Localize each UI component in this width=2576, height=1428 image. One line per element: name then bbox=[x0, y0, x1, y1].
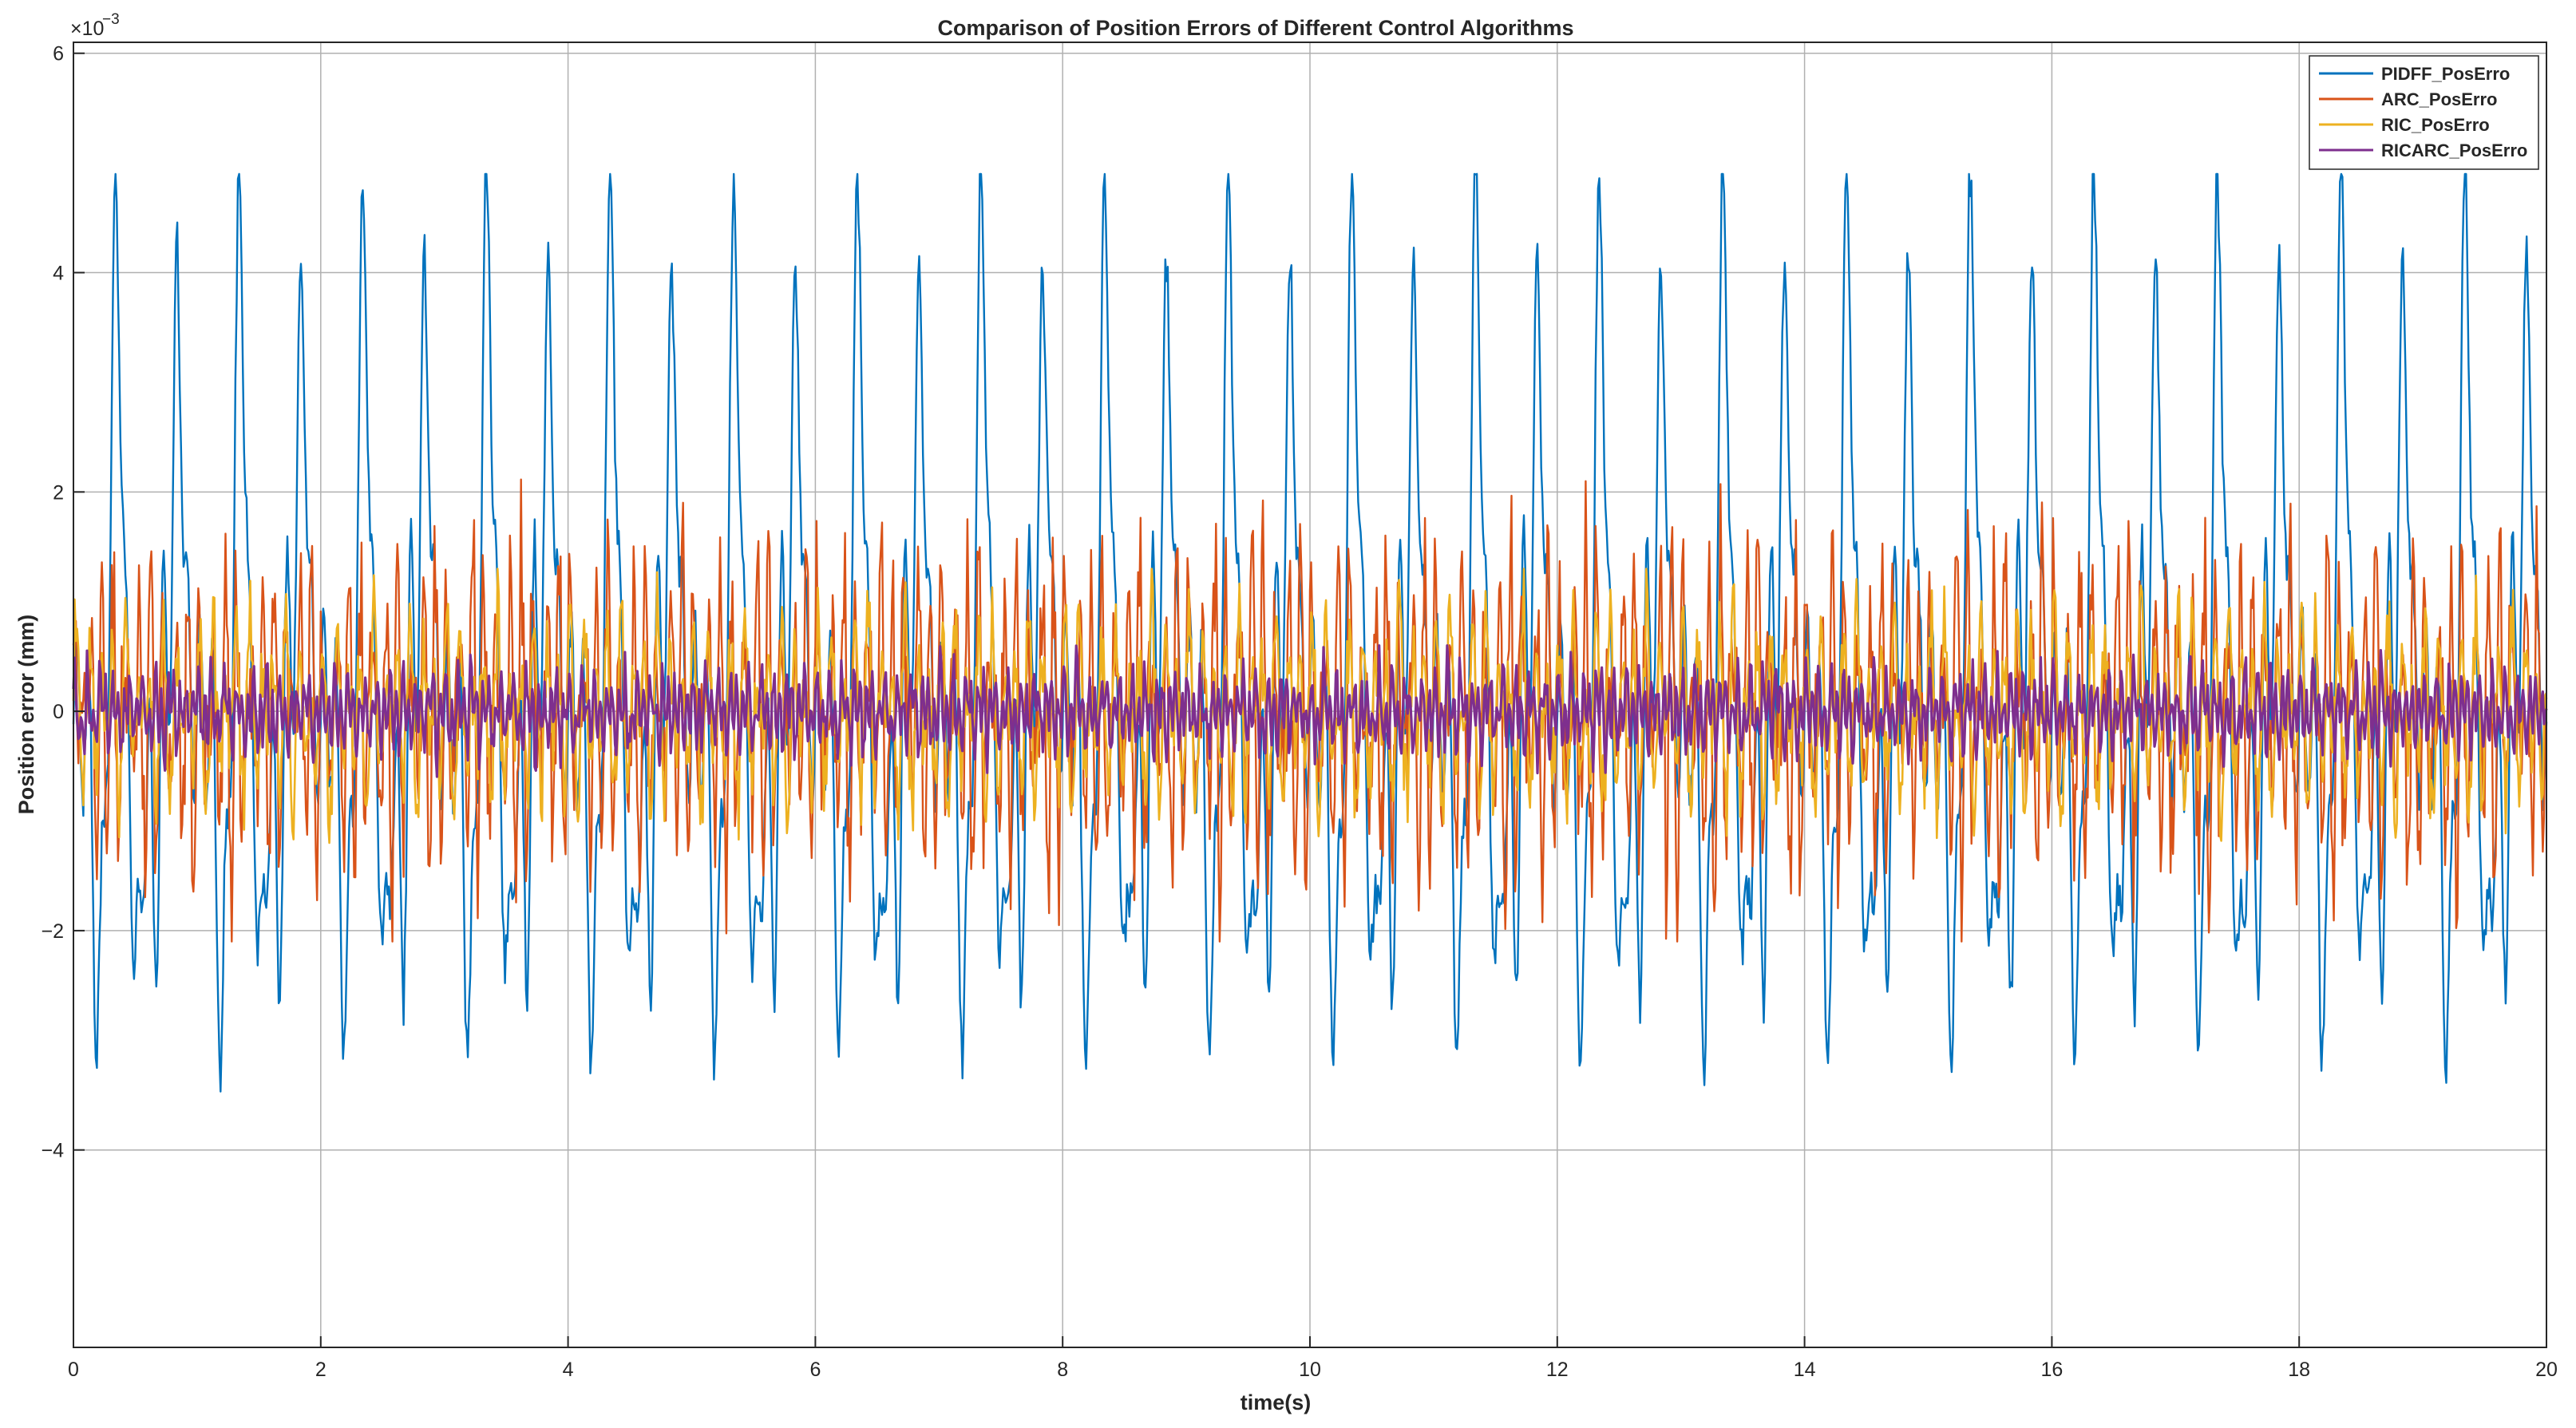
axis-ticks: 0 2 4 6 8 10 12 14 16 18 20 −4 −2 0 2 4 6 bbox=[41, 43, 2557, 1381]
legend-label: ARC_PosErro bbox=[2381, 89, 2497, 109]
x-tick-label: 6 bbox=[809, 1359, 821, 1381]
legend-label: RIC_PosErro bbox=[2381, 115, 2490, 135]
x-tick-label: 10 bbox=[1299, 1359, 1321, 1381]
y-tick-label: 4 bbox=[53, 263, 64, 285]
series-line-arc-poserro bbox=[72, 478, 2548, 943]
x-tick-label: 4 bbox=[563, 1359, 574, 1381]
legend: PIDFF_PosErro ARC_PosErro RIC_PosErro RICAR… bbox=[2309, 55, 2539, 170]
x-tick-label: 2 bbox=[315, 1359, 326, 1381]
x-tick-label: 16 bbox=[2040, 1359, 2063, 1381]
y-axis-title: Position error (mm) bbox=[14, 615, 38, 815]
x-tick-label: 18 bbox=[2288, 1359, 2310, 1381]
y-tick-label: 6 bbox=[53, 43, 64, 65]
y-exponent-base: ×10 bbox=[70, 18, 104, 40]
y-tick-label: −4 bbox=[41, 1140, 64, 1162]
plot-title: Comparison of Position Errors of Differe… bbox=[937, 16, 1573, 40]
y-tick-label: 2 bbox=[53, 481, 64, 504]
y-tick-label: 0 bbox=[53, 701, 64, 723]
series-line-ricarc-poserro bbox=[72, 644, 2548, 778]
y-tick-label: −2 bbox=[41, 920, 64, 943]
x-tick-label: 8 bbox=[1057, 1359, 1068, 1381]
y-exponent-label: ×10 −3 bbox=[70, 11, 120, 40]
legend-label: RICARC_PosErro bbox=[2381, 140, 2527, 160]
x-tick-label: 0 bbox=[68, 1359, 79, 1381]
x-axis-title: time(s) bbox=[1241, 1390, 1312, 1414]
y-exponent-power: −3 bbox=[102, 11, 120, 28]
x-tick-label: 14 bbox=[1794, 1359, 1816, 1381]
x-tick-label: 20 bbox=[2535, 1359, 2558, 1381]
legend-label: PIDFF_PosErro bbox=[2381, 64, 2510, 84]
plot-lines bbox=[72, 172, 2548, 1093]
x-tick-label: 12 bbox=[1546, 1359, 1569, 1381]
